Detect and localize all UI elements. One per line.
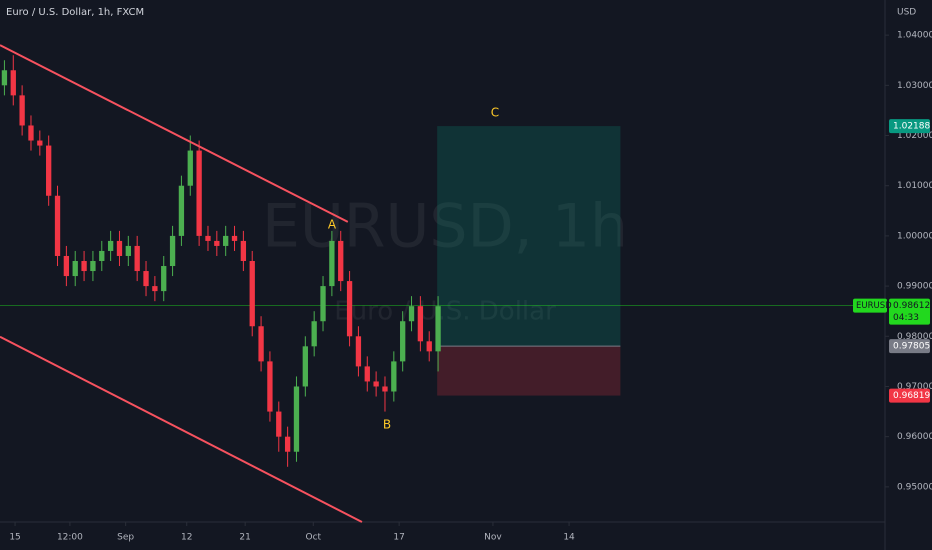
y-tick-label: 1.01000 — [897, 181, 932, 191]
candle-body — [214, 240, 220, 246]
candle-body — [240, 240, 247, 261]
y-tick-label: 0.98000 — [897, 332, 932, 342]
x-tick-label: Oct — [306, 533, 322, 543]
candle-body — [161, 266, 167, 292]
candle-body — [400, 321, 406, 362]
candle-body — [391, 361, 397, 392]
candle-body — [10, 70, 16, 96]
candle-body — [116, 240, 123, 256]
candle-body — [187, 150, 193, 186]
candle-body — [338, 240, 344, 282]
x-tick-label: 12:00 — [57, 533, 83, 543]
y-tick-label: 1.00000 — [897, 231, 932, 241]
candle-body — [37, 140, 43, 146]
candle-body — [196, 150, 202, 236]
candle-body — [258, 326, 264, 362]
candle-body — [408, 306, 415, 322]
wave-label: B — [383, 418, 391, 432]
candle-body — [99, 250, 105, 261]
entry-tag-bg — [889, 339, 930, 354]
candle-body — [231, 235, 238, 241]
x-tick-label: 15 — [9, 533, 20, 543]
candle-body — [72, 261, 78, 277]
candle-body — [364, 366, 370, 382]
target-tag-bg — [889, 119, 930, 134]
candle-body — [249, 261, 255, 327]
candle-body — [169, 235, 176, 267]
candle-body — [329, 240, 335, 287]
target-tag: 1.02188 — [893, 122, 930, 132]
candle-body — [205, 235, 211, 241]
stop-tag: 0.96819 — [893, 391, 930, 401]
candle-body — [355, 336, 362, 367]
candle-body — [81, 261, 87, 272]
x-tick-label: 21 — [239, 533, 250, 543]
candle-body — [426, 341, 432, 352]
candle-body — [382, 386, 388, 392]
candle-body — [320, 286, 326, 322]
candle-body — [293, 386, 300, 452]
candle-body — [373, 381, 379, 387]
y-tick-label: 1.03000 — [897, 81, 932, 91]
symbol-tag: EURUSD — [856, 301, 892, 311]
profit-zone — [437, 126, 621, 347]
last-price-tag-bg — [889, 298, 930, 325]
candle-body — [417, 306, 424, 342]
candle-body — [311, 321, 317, 347]
watermark-subtitle: Euro / U.S. Dollar — [334, 297, 556, 327]
stop-tag-bg — [889, 388, 930, 403]
candle-body — [143, 271, 149, 287]
chart-title[interactable]: Euro / U.S. Dollar, 1h, FXCM — [6, 7, 144, 18]
y-tick-label: 0.99000 — [897, 282, 932, 292]
y-tick-label: 0.96000 — [897, 432, 932, 442]
candle-body — [178, 185, 185, 236]
entry-tag: 0.97805 — [893, 342, 930, 352]
loss-zone — [437, 346, 621, 396]
candle-body — [1, 70, 8, 86]
candle-body — [28, 125, 34, 141]
candle-body — [125, 245, 131, 256]
wave-label: A — [328, 218, 337, 232]
candle-body — [63, 255, 70, 277]
candle-body — [46, 145, 52, 196]
y-tick-label: 1.04000 — [897, 31, 932, 41]
candle-body — [284, 436, 291, 452]
x-tick-label: 12 — [181, 533, 192, 543]
x-tick-label: Nov — [484, 533, 502, 543]
candle-body — [90, 261, 96, 272]
x-tick-label: 14 — [563, 533, 575, 543]
candle-body — [152, 286, 158, 292]
candle-body — [19, 95, 25, 126]
y-tick-label: 0.95000 — [897, 482, 932, 492]
candle-body — [267, 361, 273, 412]
symbol-tag-bg — [853, 298, 887, 313]
y-tick-label: 0.97000 — [897, 382, 932, 392]
last-price-tag: 0.98612 — [893, 301, 930, 311]
y-tick-label: 1.02000 — [897, 131, 932, 141]
x-tick-label: 17 — [393, 533, 404, 543]
trendline — [0, 44, 349, 223]
candle-body — [54, 195, 61, 256]
wave-label: C — [491, 106, 499, 120]
countdown: 04:33 — [893, 313, 919, 323]
axis-unit: USD — [897, 8, 916, 18]
candle-body — [107, 240, 114, 251]
candle-body — [346, 281, 353, 337]
trendline — [0, 335, 363, 523]
x-tick-label: Sep — [117, 533, 134, 543]
watermark: EURUSD, 1h — [262, 192, 628, 262]
candle-body — [302, 346, 308, 387]
candle-body — [435, 306, 441, 352]
candle-body — [134, 245, 140, 272]
candle-body — [276, 411, 282, 437]
candle-body — [223, 235, 229, 246]
